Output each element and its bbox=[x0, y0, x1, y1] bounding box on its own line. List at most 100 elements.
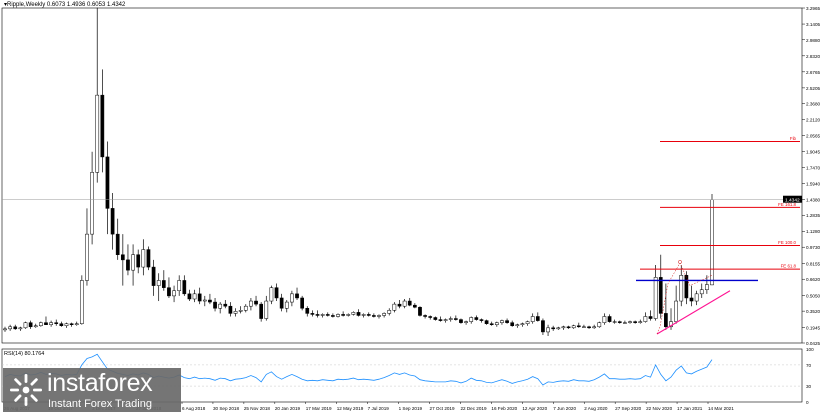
candle-body bbox=[341, 314, 345, 316]
fib-level-label: Fib bbox=[790, 136, 797, 141]
candle-body bbox=[284, 301, 289, 309]
wave-projection bbox=[656, 262, 713, 335]
candle-body bbox=[202, 299, 207, 302]
candle-body bbox=[351, 312, 356, 315]
candle-body bbox=[254, 300, 258, 305]
candle-body bbox=[172, 290, 176, 297]
candle-body bbox=[402, 300, 407, 307]
candle-body bbox=[679, 275, 684, 302]
x-tick-label: 7 Jun 2020 bbox=[553, 406, 576, 411]
candle-body bbox=[623, 322, 627, 324]
candle-body bbox=[228, 305, 233, 314]
candle-body bbox=[474, 317, 479, 320]
x-tick-label: 1 Sep 2019 bbox=[399, 406, 423, 411]
x-tick-label: 12 Apr 2020 bbox=[522, 406, 547, 411]
candle-body bbox=[520, 323, 525, 325]
instaforex-logo-icon bbox=[10, 374, 42, 406]
candle-body bbox=[300, 297, 304, 309]
candle-body bbox=[407, 300, 412, 306]
candle-body bbox=[120, 254, 125, 261]
candle-body bbox=[192, 293, 197, 300]
candle-body bbox=[459, 319, 463, 323]
candle-body bbox=[464, 321, 468, 323]
candle-body bbox=[592, 326, 597, 329]
candle-body bbox=[413, 304, 417, 308]
candle-body bbox=[13, 326, 18, 330]
candle-body bbox=[269, 287, 274, 302]
candle-body bbox=[187, 293, 192, 300]
candle-body bbox=[500, 320, 504, 323]
candle-body bbox=[428, 316, 433, 318]
rsi-level-label: 30 bbox=[806, 384, 812, 389]
candle-body bbox=[305, 308, 310, 314]
y-tick-label: 2.8320 bbox=[806, 54, 820, 59]
candle-body bbox=[126, 259, 130, 271]
candle-body bbox=[372, 315, 376, 317]
candle-body bbox=[494, 322, 499, 325]
candle-body bbox=[218, 303, 223, 309]
candle-body bbox=[694, 293, 699, 302]
y-tick-label: 2.3680 bbox=[806, 102, 820, 107]
candle-body bbox=[505, 320, 509, 323]
candle-body bbox=[59, 323, 64, 327]
candle-body bbox=[197, 293, 202, 302]
candle-body bbox=[423, 315, 427, 317]
price-panel-frame bbox=[1, 7, 803, 344]
fib-level-label: FE 61.8 bbox=[781, 264, 797, 269]
y-tick-label: 1.4380 bbox=[806, 197, 820, 202]
candle-body bbox=[510, 322, 515, 327]
candle-body bbox=[448, 318, 453, 320]
candle-body bbox=[377, 315, 381, 317]
candle-body bbox=[479, 319, 484, 321]
candle-body bbox=[100, 94, 105, 158]
candle-body bbox=[674, 300, 678, 322]
candle-body bbox=[110, 208, 115, 235]
candle-body bbox=[561, 326, 566, 329]
candle-body bbox=[653, 277, 658, 319]
rsi-header: RSI(14) 80.1764 bbox=[4, 351, 45, 357]
candle-body bbox=[541, 320, 545, 333]
y-tick-label: 2.6765 bbox=[806, 70, 820, 75]
candle-body bbox=[366, 314, 371, 316]
x-tick-label: 16 Feb 2020 bbox=[491, 406, 517, 411]
candle-body bbox=[28, 322, 33, 328]
y-tick-label: 0.9730 bbox=[806, 245, 820, 250]
candle-body bbox=[167, 287, 171, 297]
candle-body bbox=[597, 322, 602, 328]
x-tick-label: 17 Jan 2021 bbox=[677, 406, 703, 411]
candle-body bbox=[648, 316, 653, 319]
candle-body bbox=[530, 316, 535, 322]
candle-body bbox=[44, 322, 48, 325]
candle-body bbox=[259, 303, 264, 319]
y-tick-label: 1.9045 bbox=[806, 149, 820, 154]
x-tick-label: 7 Jul 2019 bbox=[368, 406, 390, 411]
x-tick-label: 14 Mar 2021 bbox=[708, 406, 734, 411]
candle-body bbox=[617, 321, 622, 323]
rsi-level-label: 70 bbox=[806, 363, 812, 368]
candle-body bbox=[361, 314, 366, 316]
y-tick-label: 2.5205 bbox=[806, 86, 820, 91]
candle-body bbox=[438, 319, 443, 321]
candle-body bbox=[290, 293, 294, 303]
candle-body bbox=[131, 254, 135, 271]
candle-body bbox=[315, 314, 320, 316]
candle-body bbox=[638, 321, 643, 323]
x-tick-label: 22 Nov 2020 bbox=[646, 406, 672, 411]
chart-header: ▾Ripple,Weekly 0.6073 1.4936 0.6053 1.43… bbox=[4, 2, 126, 8]
candle-body bbox=[95, 94, 100, 173]
y-tick-label: 2.0565 bbox=[806, 134, 820, 139]
candle-body bbox=[331, 315, 335, 317]
candle-body bbox=[699, 289, 704, 295]
candle-body bbox=[295, 293, 299, 299]
candle-body bbox=[3, 328, 7, 331]
candle-body bbox=[177, 280, 182, 292]
candle-body bbox=[238, 310, 243, 312]
candle-body bbox=[310, 313, 315, 315]
fib-level-label: FE 100.0 bbox=[778, 240, 796, 245]
candle-body bbox=[69, 323, 74, 325]
candle-body bbox=[689, 297, 694, 302]
candle-body bbox=[151, 266, 156, 286]
candle-body bbox=[336, 314, 340, 317]
candle-body bbox=[356, 312, 361, 316]
candle-body bbox=[546, 327, 550, 333]
